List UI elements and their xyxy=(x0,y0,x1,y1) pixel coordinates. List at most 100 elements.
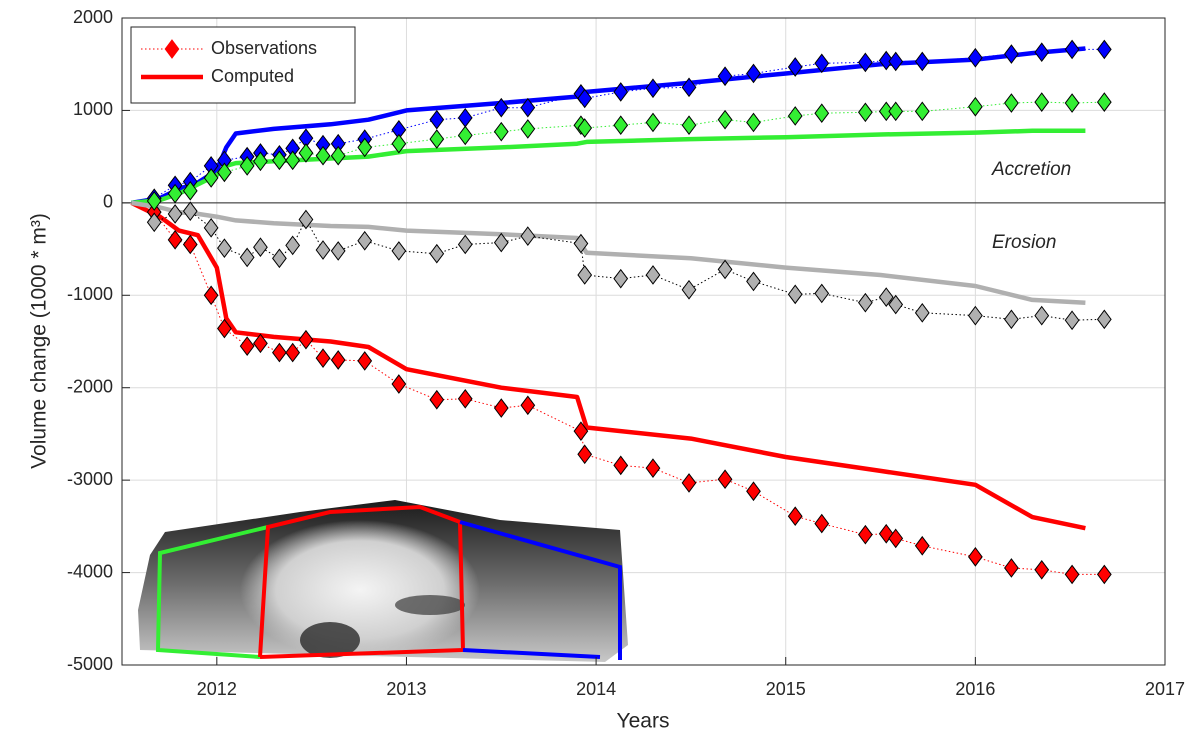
x-tick-label: 2016 xyxy=(955,679,995,699)
x-axis-label: Years xyxy=(617,710,670,733)
data-point xyxy=(1064,564,1080,585)
data-point xyxy=(1034,305,1050,326)
data-point xyxy=(577,88,593,109)
data-point xyxy=(285,235,301,256)
data-point xyxy=(1096,39,1112,60)
data-point xyxy=(1004,558,1019,578)
data-point xyxy=(645,265,661,285)
data-point xyxy=(217,318,232,339)
data-point xyxy=(645,458,661,478)
data-point xyxy=(787,284,803,305)
data-point xyxy=(182,234,198,255)
data-point xyxy=(429,389,445,410)
data-point xyxy=(457,234,473,255)
data-point xyxy=(203,168,219,188)
data-point xyxy=(330,241,346,261)
data-point xyxy=(429,243,445,264)
data-point xyxy=(967,547,983,567)
data-point xyxy=(457,125,473,146)
data-point xyxy=(681,77,697,98)
data-point xyxy=(787,506,803,527)
data-point xyxy=(1004,309,1019,330)
legend: Observations Computed xyxy=(130,26,356,104)
data-point xyxy=(645,112,661,133)
inset-map xyxy=(138,500,628,662)
data-point xyxy=(746,271,761,292)
data-point xyxy=(298,329,314,350)
data-point xyxy=(493,97,509,118)
data-point xyxy=(315,145,331,166)
data-point xyxy=(746,112,761,133)
data-point xyxy=(493,121,509,142)
data-point xyxy=(1096,564,1112,585)
y-tick-label: 0 xyxy=(103,192,113,212)
data-point xyxy=(914,51,930,72)
marks xyxy=(130,39,1112,585)
data-point xyxy=(888,528,904,549)
data-point xyxy=(967,305,983,326)
y-tick-label: -5000 xyxy=(67,654,113,674)
data-point xyxy=(272,150,287,171)
x-tick-label: 2014 xyxy=(576,679,616,699)
data-point xyxy=(577,444,593,465)
data-point xyxy=(429,109,445,130)
data-point xyxy=(1034,92,1050,112)
data-point xyxy=(914,303,930,323)
data-point xyxy=(1064,310,1080,331)
data-point xyxy=(239,336,255,356)
data-point xyxy=(613,115,629,136)
data-point xyxy=(857,52,873,73)
annotation: Erosion xyxy=(992,232,1056,253)
data-point xyxy=(357,230,373,251)
data-point xyxy=(253,237,268,258)
data-point xyxy=(746,63,761,84)
y-tick-label: 2000 xyxy=(73,7,113,27)
data-point xyxy=(681,115,697,136)
series-line xyxy=(130,200,1086,531)
data-point xyxy=(857,102,873,123)
axes-box xyxy=(121,17,1166,666)
data-point xyxy=(203,217,219,238)
data-point xyxy=(272,342,287,363)
data-point xyxy=(577,265,593,285)
data-point xyxy=(182,201,198,222)
data-point xyxy=(217,162,232,183)
data-point xyxy=(857,524,873,545)
data-point xyxy=(857,292,873,313)
data-point xyxy=(888,294,904,315)
series-line xyxy=(131,128,1086,206)
series-line xyxy=(131,200,1086,305)
data-point xyxy=(253,333,268,354)
y-tick-label: -1000 xyxy=(67,284,113,304)
data-point xyxy=(1034,42,1050,63)
data-point xyxy=(167,204,183,224)
data-point xyxy=(203,285,219,306)
data-point xyxy=(914,101,930,122)
data-point xyxy=(878,287,894,307)
legend-label: Computed xyxy=(211,66,294,86)
data-point xyxy=(967,47,983,68)
y-tick-label: 1000 xyxy=(73,99,113,119)
data-point xyxy=(814,513,830,534)
data-point xyxy=(814,283,830,304)
data-point xyxy=(520,119,536,139)
data-point xyxy=(493,398,509,418)
data-point xyxy=(520,226,536,246)
x-tick-label: 2015 xyxy=(766,679,806,699)
data-point xyxy=(613,82,629,102)
data-point xyxy=(167,229,183,250)
x-tick-label: 2017 xyxy=(1145,679,1185,699)
data-point xyxy=(357,137,373,158)
data-point xyxy=(330,350,346,370)
data-point xyxy=(357,351,373,371)
data-point xyxy=(914,535,930,556)
data-point xyxy=(573,421,589,441)
x-tick-label: 2013 xyxy=(386,679,426,699)
legend-label: Observations xyxy=(211,38,317,58)
data-point xyxy=(1064,39,1080,60)
data-point xyxy=(298,209,314,230)
data-point xyxy=(391,133,407,154)
data-point xyxy=(520,97,536,118)
data-point xyxy=(493,232,509,253)
